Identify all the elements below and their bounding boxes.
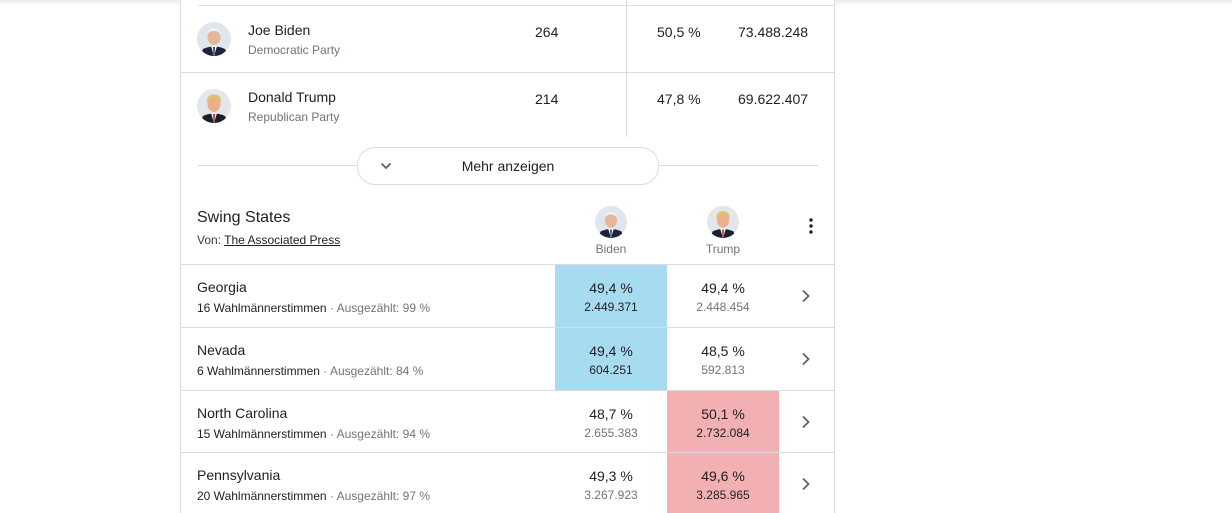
separator: · [329,427,334,441]
trump-result-cell: 49,4 % 2.448.454 [667,265,779,328]
biden-result-cell: 48,7 % 2.655.383 [555,391,667,453]
candidate-percent: 47,8 % [657,91,701,107]
trump-votes: 2.732.084 [696,426,750,440]
trump-percent: 49,6 % [701,468,745,484]
source-prefix: Von: [197,233,225,247]
state-electors: 16 Wahlmännerstimmen [197,301,327,315]
source-link[interactable]: The Associated Press [224,233,341,247]
candidate-name: Donald Trump [248,89,336,105]
biden-result-cell: 49,3 % 3.267.923 [555,453,667,513]
candidate-votes: 69.622.407 [738,91,809,107]
election-results-card: Joe Biden Democratic Party 264 50,5 % 73… [180,0,835,513]
state-counted: Ausgezählt: 94 % [336,427,431,441]
divider [198,5,834,6]
candidate-votes: 73.488.248 [738,24,809,40]
candidate-party: Republican Party [248,110,340,124]
state-row-pennsylvania[interactable]: Pennsylvania 20 Wahlmännerstimmen · Ausg… [181,452,834,513]
chevron-right-icon [802,289,810,303]
source-line: Von: The Associated Press [197,233,340,247]
more-vert-icon[interactable] [805,217,817,235]
trump-result-cell: 49,6 % 3.285.965 [667,453,779,513]
biden-percent: 49,4 % [589,280,633,296]
biden-avatar-icon [595,206,627,238]
biden-avatar-icon [197,22,231,56]
state-row-nevada[interactable]: Nevada 6 Wahlmännerstimmen · Ausgezählt:… [181,327,834,391]
trump-votes: 3.285.965 [696,488,750,502]
show-more-button[interactable]: Mehr anzeigen [357,147,659,185]
trump-result-cell: 48,5 % 592.813 [667,328,779,391]
column-label: Trump [705,242,741,256]
biden-percent: 49,3 % [589,468,633,484]
candidate-electors: 264 [535,24,559,40]
trump-percent: 50,1 % [701,406,745,422]
biden-votes: 2.655.383 [584,426,638,440]
column-header-trump: Trump [667,206,779,256]
trump-percent: 49,4 % [701,280,745,296]
state-electors: 6 Wahlmännerstimmen [197,364,320,378]
candidate-electors: 214 [535,91,559,107]
candidate-party: Democratic Party [248,43,341,57]
state-name: Georgia [197,279,247,295]
biden-result-cell: 49,4 % 604.251 [555,328,667,391]
state-name: Nevada [197,342,246,358]
trump-result-cell: 50,1 % 2.732.084 [667,391,779,453]
state-counted: Ausgezählt: 97 % [336,489,431,503]
section-title: Swing States [197,209,291,226]
column-divider [626,0,627,137]
column-header-biden: Biden [555,206,667,256]
state-meta: 16 Wahlmännerstimmen · Ausgezählt: 99 % [197,301,430,315]
trump-avatar-icon [197,89,231,123]
biden-votes: 604.251 [589,363,633,377]
state-meta: 20 Wahlmännerstimmen · Ausgezählt: 97 % [197,489,430,503]
candidate-percent: 50,5 % [657,24,701,40]
separator: · [329,301,334,315]
separator: · [323,364,328,378]
biden-percent: 49,4 % [589,343,633,359]
trump-votes: 2.448.454 [696,300,750,314]
state-counted: Ausgezählt: 99 % [336,301,431,315]
state-electors: 15 Wahlmännerstimmen [197,427,327,441]
state-meta: 15 Wahlmännerstimmen · Ausgezählt: 94 % [197,427,430,441]
trump-avatar-icon [707,206,739,238]
trump-percent: 48,5 % [701,343,745,359]
chevron-down-icon [380,162,392,170]
biden-result-cell: 49,4 % 2.449.371 [555,265,667,328]
state-row-georgia[interactable]: Georgia 16 Wahlmännerstimmen · Ausgezähl… [181,264,834,328]
separator: · [329,489,334,503]
candidate-row-trump: Donald Trump Republican Party 214 47,8 %… [181,73,834,139]
state-electors: 20 Wahlmännerstimmen [197,489,327,503]
column-label: Biden [595,242,627,256]
state-counted: Ausgezählt: 84 % [329,364,424,378]
biden-votes: 2.449.371 [584,300,638,314]
candidate-row-biden: Joe Biden Democratic Party 264 50,5 % 73… [181,6,834,73]
biden-votes: 3.267.923 [584,488,638,502]
biden-percent: 48,7 % [589,406,633,422]
chevron-right-icon [802,415,810,429]
state-name: Pennsylvania [197,467,281,483]
chevron-right-icon [802,352,810,366]
candidate-name: Joe Biden [248,22,311,38]
show-more-label: Mehr anzeigen [461,158,555,174]
trump-votes: 592.813 [701,363,745,377]
state-row-north-carolina[interactable]: North Carolina 15 Wahlmännerstimmen · Au… [181,390,834,453]
state-name: North Carolina [197,405,288,421]
state-meta: 6 Wahlmännerstimmen · Ausgezählt: 84 % [197,364,423,378]
chevron-right-icon [802,477,810,491]
